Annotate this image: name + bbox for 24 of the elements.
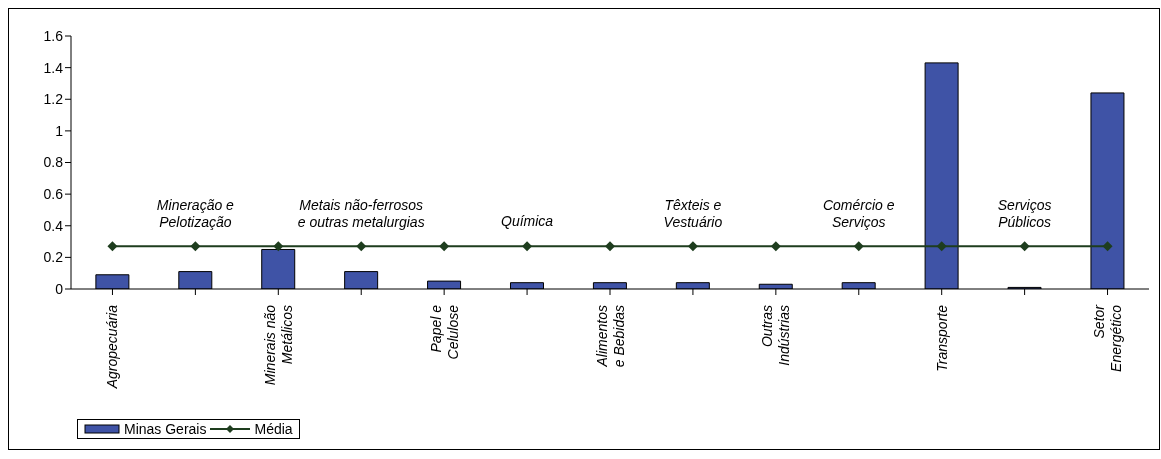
y-tick-label: 1.4 — [43, 59, 64, 76]
x-tick-label: Comércio e Serviços — [822, 196, 895, 230]
x-tick-label: Serviços Públicos — [997, 196, 1052, 230]
y-tick-label: 0.4 — [43, 217, 64, 234]
x-tick-label: Setor Energético — [1091, 303, 1125, 372]
x-tick-label: Têxteis e Vestuário — [663, 196, 723, 230]
x-tick-label: Minerais não Metálicos — [261, 304, 295, 386]
x-tick-label: Mineração e Pelotização — [156, 196, 235, 230]
y-tick-label: 1.2 — [43, 91, 64, 108]
legend-label: Média — [254, 421, 293, 437]
x-tick-label: Transporte — [933, 304, 950, 372]
x-tick-label: Outras Indústrias — [759, 305, 793, 366]
x-tick-label: Papel e Celulose — [427, 304, 461, 360]
y-tick-label: 0.6 — [43, 186, 64, 203]
x-tick-label: Metais não-ferrosos e outras metalurgias — [297, 196, 425, 230]
x-tick-label: Alimentos e Bebidas — [593, 305, 627, 368]
y-tick-label: 1 — [55, 122, 64, 139]
legend-label: Minas Gerais — [124, 421, 207, 437]
x-tick-label: Química — [501, 212, 554, 229]
y-tick-label: 0.2 — [43, 249, 64, 266]
x-tick-label: Agropecuária — [104, 304, 121, 390]
y-tick-label: 1.6 — [43, 27, 64, 44]
y-tick-label: 0 — [55, 280, 64, 297]
y-tick-label: 0.8 — [43, 154, 64, 171]
